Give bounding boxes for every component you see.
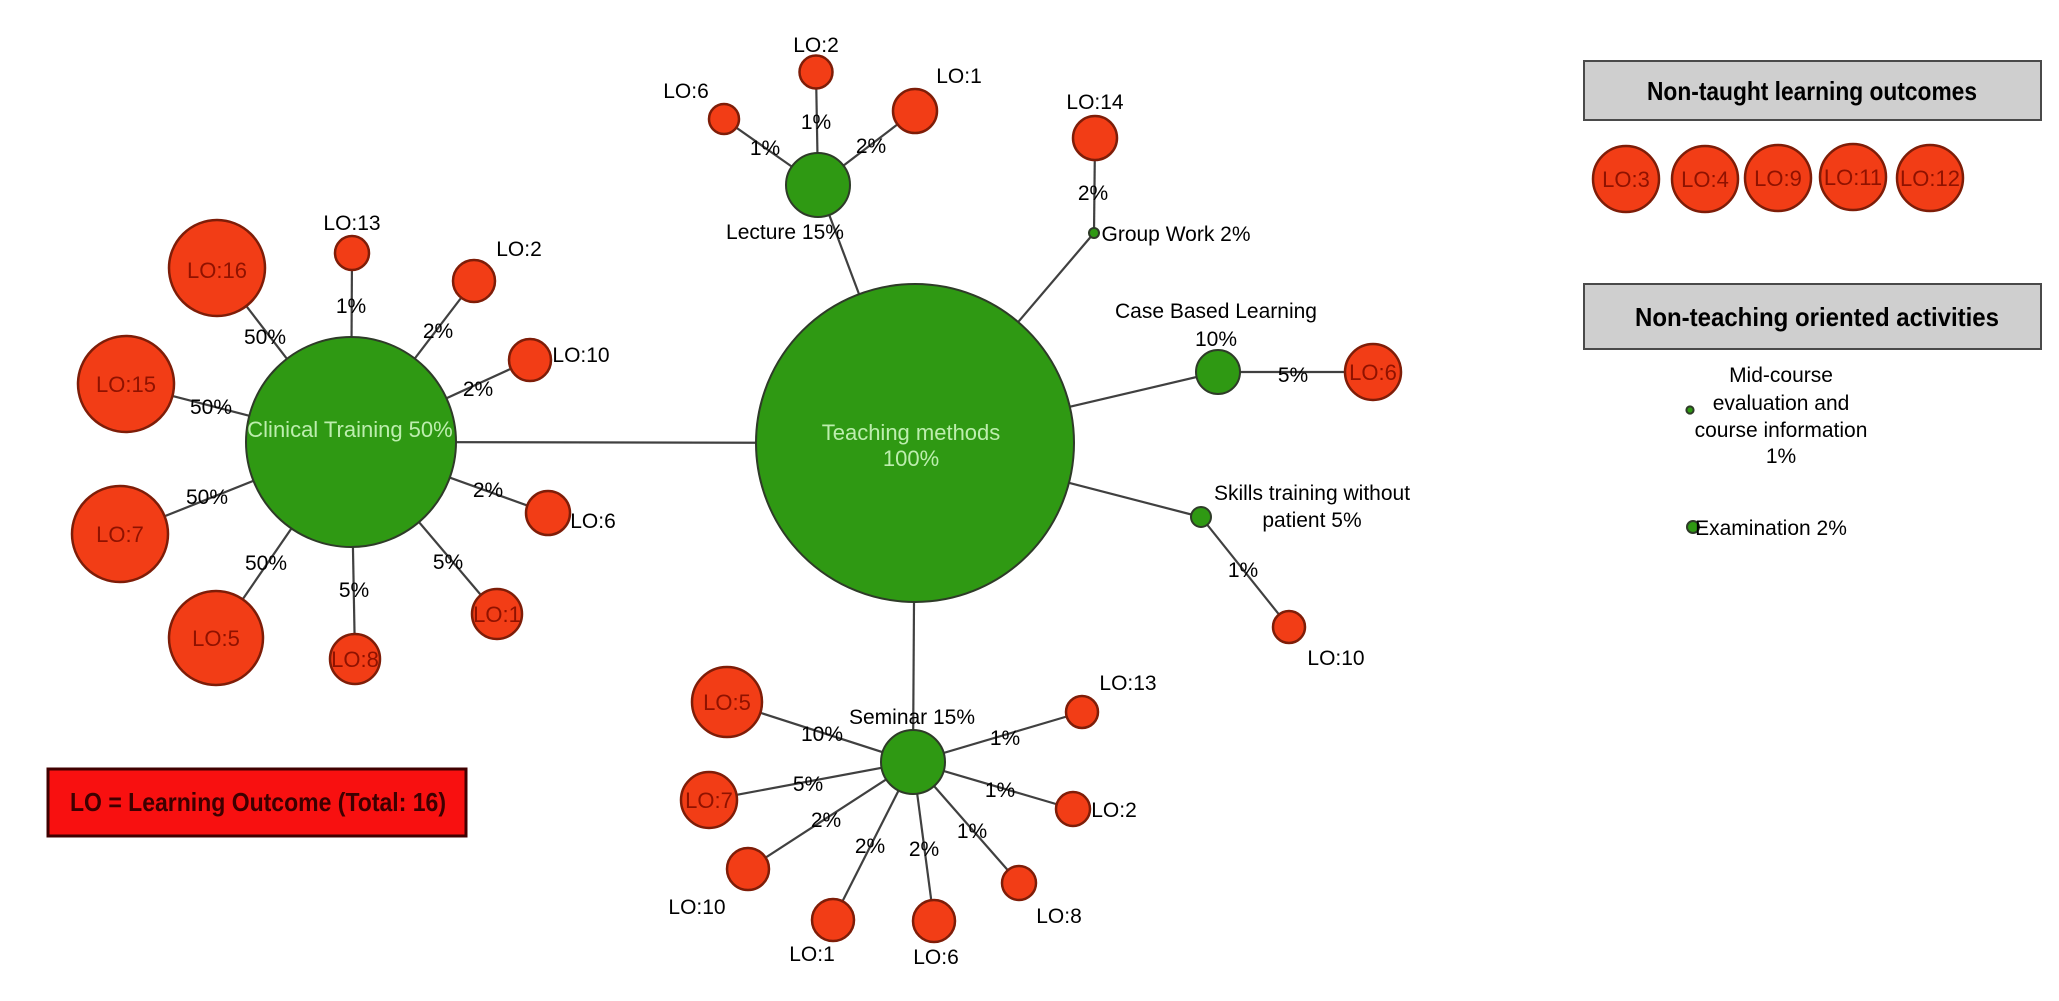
svg-text:1%: 1% — [336, 295, 366, 318]
svg-text:LO:1: LO:1 — [789, 943, 835, 966]
svg-text:50%: 50% — [244, 326, 286, 349]
svg-text:LO:15: LO:15 — [96, 372, 156, 397]
svg-text:2%: 2% — [463, 378, 493, 401]
svg-text:LO:6: LO:6 — [570, 510, 616, 533]
svg-text:LO:3: LO:3 — [1602, 167, 1650, 192]
svg-text:1%: 1% — [1766, 445, 1796, 468]
svg-text:Examination 2%: Examination 2% — [1695, 517, 1847, 540]
svg-text:LO:5: LO:5 — [703, 690, 751, 715]
svg-text:LO:7: LO:7 — [96, 522, 144, 547]
svg-text:5%: 5% — [1278, 364, 1308, 387]
svg-text:Seminar 15%: Seminar 15% — [849, 706, 975, 729]
svg-text:LO:10: LO:10 — [552, 344, 609, 367]
svg-text:LO = Learning Outcome (Total:: LO = Learning Outcome (Total: 16) — [70, 787, 446, 817]
svg-text:Mid-course: Mid-course — [1729, 364, 1833, 387]
svg-text:LO:8: LO:8 — [331, 647, 379, 672]
svg-text:Group Work 2%: Group Work 2% — [1102, 223, 1251, 246]
svg-text:LO:2: LO:2 — [496, 238, 542, 261]
svg-text:LO:5: LO:5 — [192, 626, 240, 651]
svg-text:LO:2: LO:2 — [793, 34, 839, 57]
svg-text:2%: 2% — [811, 809, 841, 832]
svg-text:LO:14: LO:14 — [1066, 91, 1124, 114]
svg-text:50%: 50% — [190, 396, 232, 419]
svg-text:5%: 5% — [433, 551, 463, 574]
svg-text:1%: 1% — [985, 779, 1015, 802]
svg-text:Non-taught learning outcomes: Non-taught learning outcomes — [1647, 76, 1977, 106]
svg-text:50%: 50% — [245, 552, 287, 575]
svg-text:LO:6: LO:6 — [913, 946, 959, 969]
svg-text:LO:8: LO:8 — [1036, 905, 1082, 928]
svg-text:2%: 2% — [855, 835, 885, 858]
svg-text:LO:2: LO:2 — [1091, 799, 1137, 822]
svg-text:100%: 100% — [883, 446, 939, 471]
svg-text:LO:10: LO:10 — [668, 896, 725, 919]
svg-text:LO:1: LO:1 — [936, 65, 982, 88]
svg-text:2%: 2% — [473, 479, 503, 502]
svg-text:50%: 50% — [186, 486, 228, 509]
svg-text:LO:12: LO:12 — [1900, 166, 1960, 191]
svg-text:LO:7: LO:7 — [685, 788, 733, 813]
svg-text:LO:6: LO:6 — [663, 80, 709, 103]
svg-text:2%: 2% — [856, 135, 886, 158]
svg-text:1%: 1% — [957, 820, 987, 843]
svg-text:5%: 5% — [339, 579, 369, 602]
svg-text:10%: 10% — [1195, 328, 1237, 351]
svg-text:evaluation and: evaluation and — [1713, 392, 1850, 415]
svg-text:patient 5%: patient 5% — [1262, 509, 1361, 532]
svg-text:10%: 10% — [801, 723, 843, 746]
svg-text:1%: 1% — [990, 727, 1020, 750]
svg-text:LO:4: LO:4 — [1681, 167, 1729, 192]
svg-text:2%: 2% — [1078, 182, 1108, 205]
svg-text:LO:11: LO:11 — [1824, 165, 1882, 190]
svg-text:LO:13: LO:13 — [1099, 672, 1156, 695]
svg-text:LO:6: LO:6 — [1349, 360, 1397, 385]
svg-text:Case Based Learning: Case Based Learning — [1115, 300, 1317, 323]
svg-text:LO:16: LO:16 — [187, 258, 247, 283]
svg-text:course information: course information — [1695, 419, 1868, 442]
svg-text:1%: 1% — [750, 137, 780, 160]
svg-text:LO:10: LO:10 — [1307, 647, 1364, 670]
svg-text:LO:9: LO:9 — [1754, 166, 1802, 191]
svg-text:Non-teaching oriented activiti: Non-teaching oriented activities — [1635, 302, 1999, 332]
svg-text:LO:13: LO:13 — [323, 212, 380, 235]
svg-text:1%: 1% — [1228, 559, 1258, 582]
svg-text:Clinical Training 50%: Clinical Training 50% — [247, 417, 452, 442]
svg-text:2%: 2% — [423, 320, 453, 343]
svg-text:Skills training without: Skills training without — [1214, 482, 1410, 505]
svg-text:Teaching methods: Teaching methods — [822, 420, 1001, 445]
svg-text:2%: 2% — [909, 838, 939, 861]
svg-text:5%: 5% — [793, 773, 823, 796]
svg-text:Lecture 15%: Lecture 15% — [726, 221, 844, 244]
svg-text:1%: 1% — [801, 111, 831, 134]
svg-text:LO:1: LO:1 — [473, 602, 521, 627]
